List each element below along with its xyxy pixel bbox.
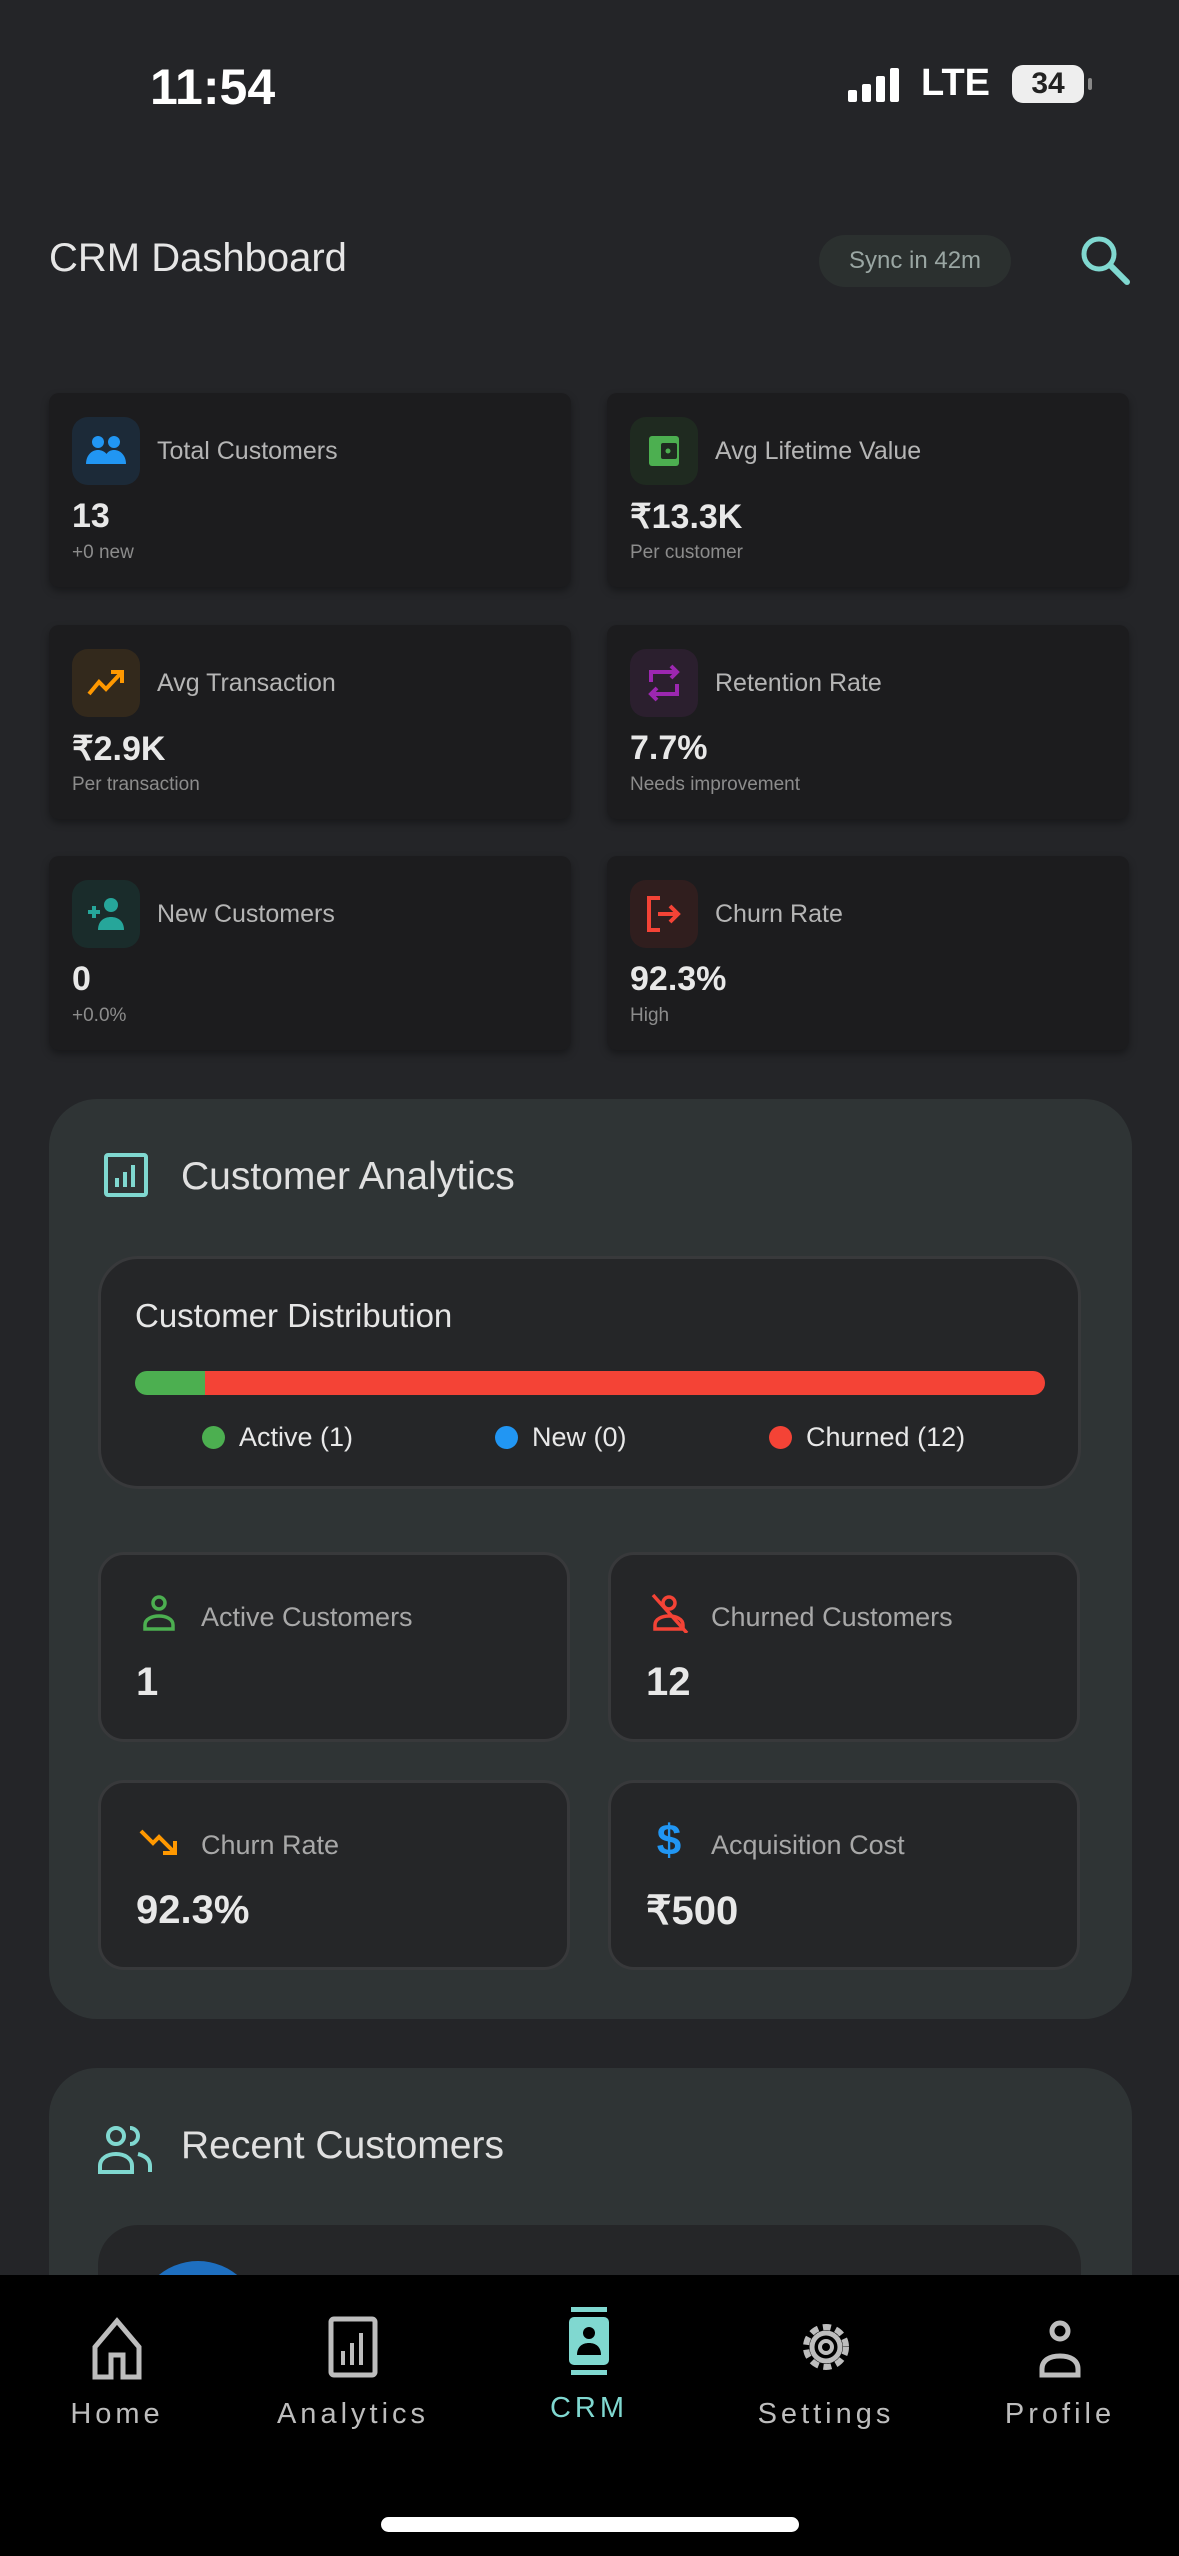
- signal-icon: [848, 66, 900, 102]
- stat-label: Total Customers: [157, 437, 338, 465]
- tab-profile[interactable]: Profile: [960, 2313, 1160, 2431]
- metric-value: ₹500: [646, 1889, 739, 1933]
- home-icon: [92, 2317, 142, 2380]
- bar-segment-churned: [205, 1371, 1045, 1395]
- sync-badge: Sync in 42m: [819, 235, 1011, 287]
- stat-value: 7.7%: [630, 729, 708, 767]
- tab-home[interactable]: Home: [17, 2313, 217, 2431]
- stat-sub: +0 new: [72, 542, 134, 563]
- metric-label: Active Customers: [201, 1602, 413, 1632]
- metric-active-customers[interactable]: Active Customers 1: [98, 1552, 570, 1742]
- stat-label: Avg Transaction: [157, 669, 336, 697]
- legend-new: New (0): [495, 1422, 627, 1453]
- stat-label: Churn Rate: [715, 900, 843, 928]
- gear-icon: [803, 2324, 849, 2370]
- dollar-icon: $: [656, 1816, 682, 1865]
- metric-label: Churn Rate: [201, 1830, 340, 1860]
- stat-sub: Per customer: [630, 542, 743, 563]
- stat-label: Retention Rate: [715, 669, 882, 697]
- tab-label: CRM: [549, 2392, 629, 2424]
- stat-value: 92.3%: [630, 960, 727, 998]
- tab-label: Profile: [1004, 2398, 1116, 2430]
- trending-down-icon: [139, 1821, 179, 1861]
- stat-value: ₹2.9K: [72, 730, 166, 768]
- trending-up-icon: [72, 649, 140, 717]
- repeat-icon: [630, 649, 698, 717]
- stat-value: 13: [72, 497, 110, 535]
- page-title: CRM Dashboard: [49, 236, 347, 280]
- people-outline-icon: [98, 2124, 154, 2179]
- stat-sub: Per transaction: [72, 774, 200, 795]
- metric-churned-customers[interactable]: Churned Customers 12: [608, 1552, 1080, 1742]
- metric-label: Acquisition Cost: [711, 1830, 905, 1860]
- bar-segment-active: [135, 1371, 206, 1395]
- distribution-title: Customer Distribution: [135, 1297, 453, 1334]
- logout-icon: [630, 880, 698, 948]
- tab-label: Settings: [757, 2398, 895, 2430]
- people-icon: [72, 417, 140, 485]
- stat-value: 0: [72, 960, 91, 998]
- legend-dot-icon: [769, 1426, 792, 1449]
- home-indicator[interactable]: [381, 2517, 799, 2532]
- stat-sub: High: [630, 1005, 670, 1026]
- tab-settings[interactable]: Settings: [726, 2313, 926, 2431]
- stat-label: New Customers: [157, 900, 335, 928]
- metric-value: 92.3%: [136, 1888, 250, 1932]
- legend-active: Active (1): [202, 1422, 353, 1453]
- stat-card-retention-rate[interactable]: Retention Rate 7.7% Needs improvement: [607, 625, 1129, 819]
- distribution-bar: [135, 1371, 1045, 1395]
- analytics-icon: [103, 1152, 149, 1203]
- legend-churned: Churned (12): [769, 1422, 965, 1453]
- status-time: 11:54: [150, 59, 276, 115]
- customer-distribution-card: Customer Distribution Active (1) New (0)…: [98, 1256, 1081, 1489]
- metric-label: Churned Customers: [711, 1602, 953, 1632]
- contact-card-icon: [569, 2307, 609, 2375]
- analytics-icon: [328, 2316, 378, 2378]
- tab-crm[interactable]: CRM: [489, 2307, 689, 2425]
- customer-analytics-section: Customer Analytics Customer Distribution…: [49, 1099, 1132, 2019]
- bottom-tab-bar: Home Analytics CRM Settings Profile: [0, 2275, 1179, 2556]
- metric-value: 1: [136, 1660, 159, 1704]
- section-title: Recent Customers: [181, 2124, 504, 2167]
- person-icon: [139, 1593, 179, 1633]
- metric-value: 12: [646, 1660, 691, 1704]
- stat-card-new-customers[interactable]: New Customers 0 +0.0%: [49, 856, 571, 1050]
- tab-label: Home: [70, 2398, 164, 2430]
- person-icon: [1039, 2320, 1081, 2378]
- stat-card-churn-rate[interactable]: Churn Rate 92.3% High: [607, 856, 1129, 1050]
- tab-label: Analytics: [276, 2398, 430, 2430]
- search-icon[interactable]: [1075, 230, 1135, 290]
- legend-dot-icon: [202, 1426, 225, 1449]
- network-type: LTE: [921, 62, 990, 104]
- stat-card-avg-lifetime-value[interactable]: Avg Lifetime Value ₹13.3K Per customer: [607, 393, 1129, 587]
- person-off-icon: [649, 1593, 689, 1635]
- status-indicators: LTE 34: [848, 62, 1092, 105]
- battery-level: 34: [1031, 66, 1065, 100]
- wallet-icon: [630, 417, 698, 485]
- metric-churn-rate[interactable]: Churn Rate 92.3%: [98, 1780, 570, 1970]
- stat-sub: Needs improvement: [630, 774, 801, 795]
- stat-label: Avg Lifetime Value: [715, 437, 922, 465]
- stat-sub: +0.0%: [72, 1005, 127, 1026]
- metric-acquisition-cost[interactable]: $ Acquisition Cost ₹500: [608, 1780, 1080, 1970]
- stat-card-avg-transaction[interactable]: Avg Transaction ₹2.9K Per transaction: [49, 625, 571, 819]
- legend-label: New (0): [532, 1422, 627, 1452]
- battery-icon: 34: [1012, 64, 1092, 103]
- legend-dot-icon: [495, 1426, 518, 1449]
- legend-label: Active (1): [239, 1422, 354, 1452]
- stat-value: ₹13.3K: [630, 498, 743, 536]
- section-title: Customer Analytics: [181, 1155, 515, 1198]
- tab-analytics[interactable]: Analytics: [253, 2313, 453, 2431]
- stat-card-total-customers[interactable]: Total Customers 13 +0 new: [49, 393, 571, 587]
- person-add-icon: [72, 880, 140, 948]
- legend-label: Churned (12): [806, 1422, 966, 1452]
